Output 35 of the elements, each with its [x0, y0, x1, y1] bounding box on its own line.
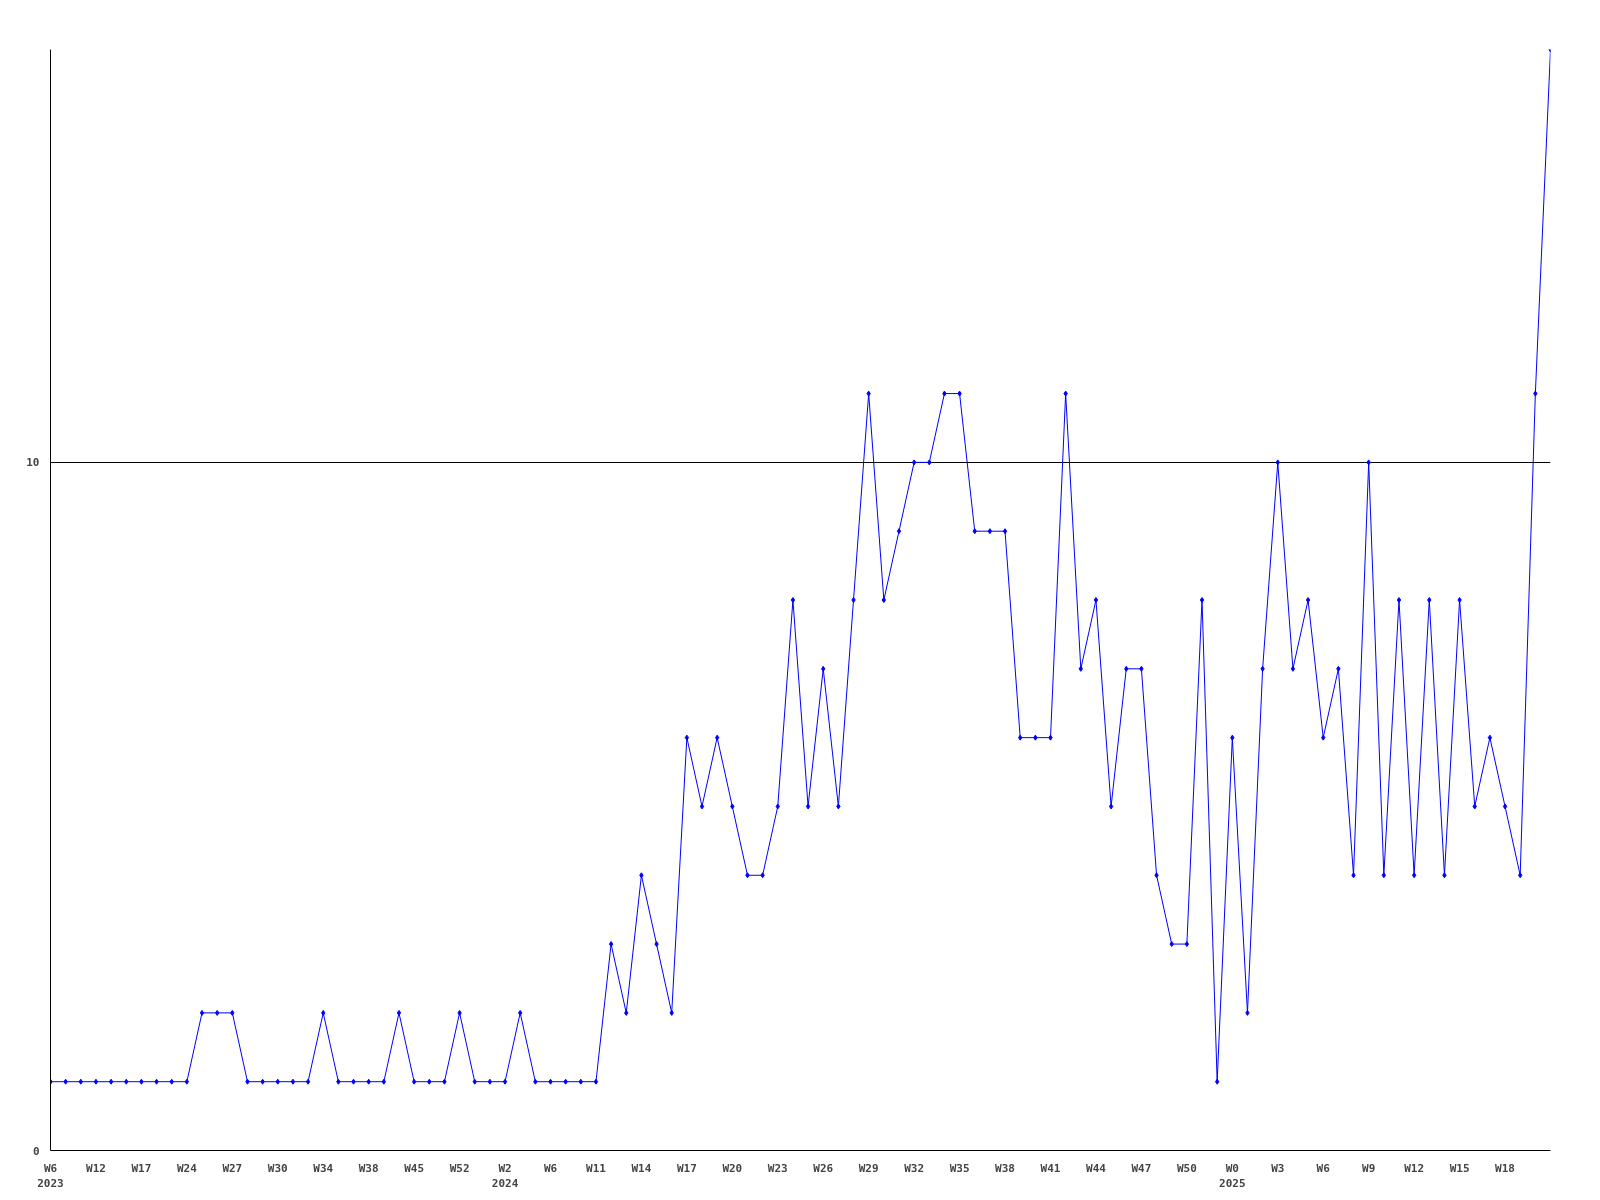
x-tick-label: W2 2024 — [491, 1161, 519, 1191]
x-tick-label: W44 — [1086, 1161, 1107, 1175]
x-tick-label: W17 — [676, 1161, 697, 1175]
x-tick-label: W35 — [949, 1161, 970, 1175]
x-tick-label: W29 — [858, 1161, 879, 1175]
x-tick-label: W14 — [631, 1161, 652, 1175]
x-tick-label: W12 — [1404, 1161, 1425, 1175]
x-tick-label: W23 — [767, 1161, 788, 1175]
x-tick-label: W34 — [313, 1161, 334, 1175]
x-tick-label: W32 — [904, 1161, 925, 1175]
x-tick-label: W6 — [1316, 1161, 1331, 1175]
x-tick-label: W18 — [1495, 1161, 1515, 1175]
x-tick-label: W12 — [86, 1161, 106, 1175]
x-tick-label: W41 — [1040, 1161, 1061, 1175]
x-tick-label: W24 — [176, 1161, 198, 1175]
x-tick-label: W26 — [813, 1161, 834, 1175]
x-tick-label: W20 — [722, 1161, 743, 1175]
x-tick-label: W6 2023 — [37, 1161, 64, 1191]
x-tick-label: W27 — [222, 1161, 243, 1175]
x-tick-label: W9 — [1362, 1161, 1376, 1175]
x-tick-label: W45 — [404, 1161, 425, 1175]
y-tick-label: 10 — [26, 456, 40, 470]
x-tick-label: W50 — [1176, 1161, 1197, 1175]
x-tick-label: W52 — [449, 1161, 470, 1175]
x-tick-label: W17 — [131, 1161, 152, 1175]
x-tick-label: W30 — [267, 1161, 288, 1175]
x-tick-label: W3 — [1271, 1161, 1285, 1175]
x-tick-label: W11 — [586, 1161, 607, 1175]
x-tick-label: W6 — [543, 1161, 558, 1175]
x-tick-label: W15 — [1449, 1161, 1470, 1175]
x-tick-label: W0 2025 — [1219, 1161, 1246, 1191]
x-tick-label: W47 — [1131, 1161, 1152, 1175]
x-tick-label: W38 — [995, 1161, 1015, 1175]
x-tick-label: W38 — [358, 1161, 379, 1175]
y-tick-label: 0 — [32, 1144, 40, 1158]
